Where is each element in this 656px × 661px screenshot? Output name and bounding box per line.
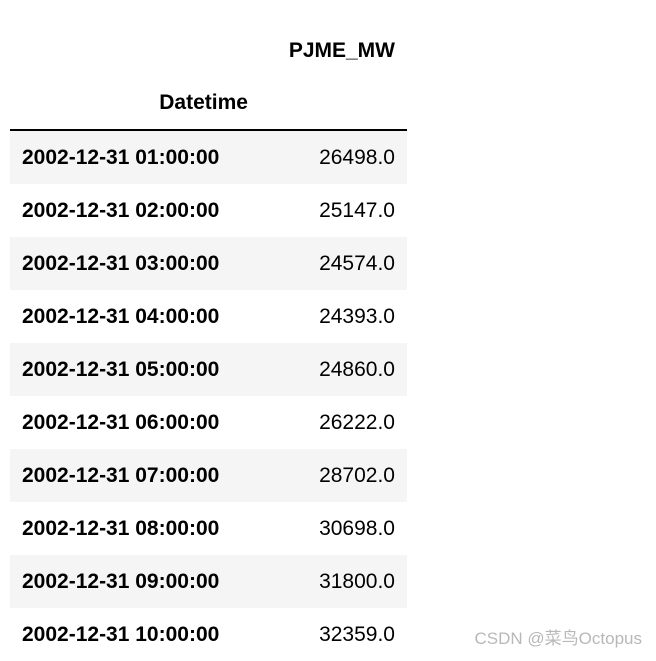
column-header-row: PJME_MW: [10, 24, 407, 77]
row-datetime: 2002-12-31 07:00:00: [22, 463, 220, 487]
row-value: 24860.0: [319, 357, 395, 381]
row-datetime: 2002-12-31 05:00:00: [22, 357, 220, 381]
column-header-pjme-mw: PJME_MW: [288, 38, 395, 62]
table-row: 2002-12-31 09:00:00 31800.0: [10, 555, 407, 608]
table-row: 2002-12-31 05:00:00 24860.0: [10, 343, 407, 396]
row-value: 25147.0: [319, 198, 395, 222]
table-row: 2002-12-31 10:00:00 32359.0: [10, 608, 407, 661]
table-row: 2002-12-31 06:00:00 26222.0: [10, 396, 407, 449]
table-body: 2002-12-31 01:00:00 26498.0 2002-12-31 0…: [10, 130, 407, 661]
index-name-spacer: [259, 77, 407, 131]
row-datetime: 2002-12-31 01:00:00: [22, 145, 220, 169]
row-value: 28702.0: [319, 463, 395, 487]
row-value: 26222.0: [319, 410, 395, 434]
row-datetime: 2002-12-31 02:00:00: [22, 198, 220, 222]
row-datetime: 2002-12-31 10:00:00: [22, 622, 220, 646]
row-datetime: 2002-12-31 03:00:00: [22, 251, 220, 275]
watermark: CSDN @菜鸟Octopus: [474, 629, 642, 648]
row-value: 32359.0: [319, 622, 395, 646]
table-row: 2002-12-31 08:00:00 30698.0: [10, 502, 407, 555]
row-value: 31800.0: [319, 569, 395, 593]
table-row: 2002-12-31 03:00:00 24574.0: [10, 237, 407, 290]
table-row: 2002-12-31 07:00:00 28702.0: [10, 449, 407, 502]
row-datetime: 2002-12-31 04:00:00: [22, 304, 220, 328]
index-header-empty: [10, 24, 260, 77]
table-row: 2002-12-31 01:00:00 26498.0: [10, 130, 407, 184]
table-row: 2002-12-31 02:00:00 25147.0: [10, 184, 407, 237]
row-value: 30698.0: [319, 516, 395, 540]
dataframe-table: PJME_MW Datetime 2002-12-31 01:00:00 264…: [10, 24, 407, 661]
row-datetime: 2002-12-31 08:00:00: [22, 516, 220, 540]
table-head: PJME_MW Datetime: [10, 24, 407, 131]
index-name-row: Datetime: [10, 77, 407, 131]
row-datetime: 2002-12-31 06:00:00: [22, 410, 220, 434]
row-value: 24393.0: [319, 304, 395, 328]
row-value: 24574.0: [319, 251, 395, 275]
table-row: 2002-12-31 04:00:00 24393.0: [10, 290, 407, 343]
row-datetime: 2002-12-31 09:00:00: [22, 569, 220, 593]
row-value: 26498.0: [319, 145, 395, 169]
index-name-datetime: Datetime: [10, 77, 260, 131]
